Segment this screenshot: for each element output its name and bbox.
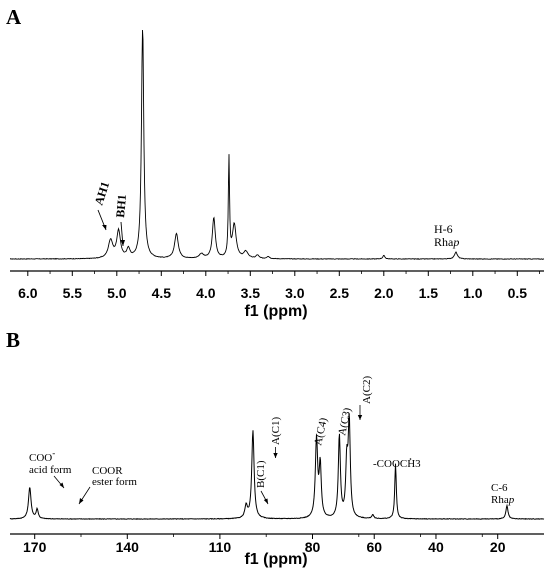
annotation-coor: COOR ester form xyxy=(78,465,137,505)
annotation-coo-line1: COO- xyxy=(29,448,55,464)
x-tick-label: 140 xyxy=(116,539,140,555)
annotation-h6-line1: H-6 xyxy=(434,222,453,236)
annotation-cooch3-dot xyxy=(409,458,412,460)
x-tick-label: 5.5 xyxy=(63,285,83,301)
x-tick-label: 0.5 xyxy=(508,285,528,301)
annotation-ac1-arrowhead xyxy=(273,453,278,458)
x-tick-label: 4.0 xyxy=(196,285,216,301)
panel-b-x-axis-label: f1 (ppm) xyxy=(244,551,307,568)
annotation-c6-line2: Rhap xyxy=(491,494,515,506)
panel-b-plot xyxy=(9,413,545,520)
annotation-coo-line2: acid form xyxy=(29,464,72,476)
panel-b-label: B xyxy=(6,328,20,352)
annotation-ac1-label: A(C1) xyxy=(270,417,282,445)
spectrum-line xyxy=(9,29,545,260)
x-tick-label: 110 xyxy=(209,539,232,555)
annotation-c6-line1: C-6 xyxy=(491,482,508,494)
x-tick-label: 170 xyxy=(23,539,47,555)
annotation-coo-arrowhead xyxy=(59,482,64,488)
annotation-ac4-label: A(C4) xyxy=(312,416,330,446)
x-tick-label: 6.0 xyxy=(18,285,38,301)
annotation-ac3: A(C3) xyxy=(336,406,354,436)
annotation-bh1-arrowhead xyxy=(120,240,125,246)
annotation-c6: C-6 Rhap xyxy=(491,482,515,506)
annotation-ah1-label: AH1 xyxy=(92,180,113,207)
x-tick-label: 2.5 xyxy=(330,285,350,301)
annotation-bc1: B(C1) xyxy=(255,460,269,505)
annotation-bc1-arrowhead xyxy=(263,498,268,504)
panel-a-label: A xyxy=(6,5,22,29)
annotation-ac2-arrowhead xyxy=(357,415,363,420)
x-tick-label: 80 xyxy=(305,539,321,555)
x-tick-label: 3.0 xyxy=(285,285,305,301)
annotation-ac2-label: A(C2) xyxy=(361,376,373,404)
panel-b-x-ticks: 170 140 110 80 60 40 20 xyxy=(23,534,506,555)
x-tick-label: 1.0 xyxy=(463,285,483,301)
panel-a-x-axis-label: f1 (ppm) xyxy=(244,303,307,320)
panel-a-x-ticks: 6.0 5.5 5.0 4.5 4.0 3.5 3.0 2.5 2.0 1.5 1.0 0.5 xyxy=(18,271,540,301)
annotation-coo: COO- acid form xyxy=(29,448,72,489)
annotation-ac1: A(C1) xyxy=(270,417,282,458)
annotation-ah1: AH1 xyxy=(92,180,113,231)
x-tick-label: 2.0 xyxy=(374,285,394,301)
x-tick-label: 4.5 xyxy=(152,285,172,301)
annotation-cooch3-label: -COOCH3 xyxy=(373,458,421,470)
x-tick-label: 1.5 xyxy=(419,285,439,301)
annotation-bh1-label: BH1 xyxy=(113,194,129,218)
annotation-bh1: BH1 xyxy=(113,194,129,247)
annotation-coor-line1: COOR xyxy=(92,465,123,477)
annotation-coor-arrowhead xyxy=(79,498,84,504)
annotation-coor-line2: ester form xyxy=(92,476,137,488)
annotation-ac2: A(C2) xyxy=(357,376,373,420)
x-tick-label: 60 xyxy=(366,539,382,555)
x-tick-label: 3.5 xyxy=(241,285,261,301)
annotation-cooch3: -COOCH3 xyxy=(373,458,421,470)
annotation-ac3-label: A(C3) xyxy=(336,406,354,436)
annotation-h6: H-6 Rhap xyxy=(434,222,459,249)
x-tick-label: 40 xyxy=(428,539,444,555)
x-tick-label: 5.0 xyxy=(107,285,127,301)
panel-a-plot xyxy=(9,29,545,260)
x-tick-label: 20 xyxy=(490,539,506,555)
annotation-bc1-label: B(C1) xyxy=(255,460,267,488)
spectrum-line xyxy=(9,413,545,520)
annotation-ac4: A(C4) xyxy=(312,416,330,446)
annotation-h6-line2: Rhap xyxy=(434,235,459,249)
annotation-ah1-arrowhead xyxy=(102,225,107,230)
